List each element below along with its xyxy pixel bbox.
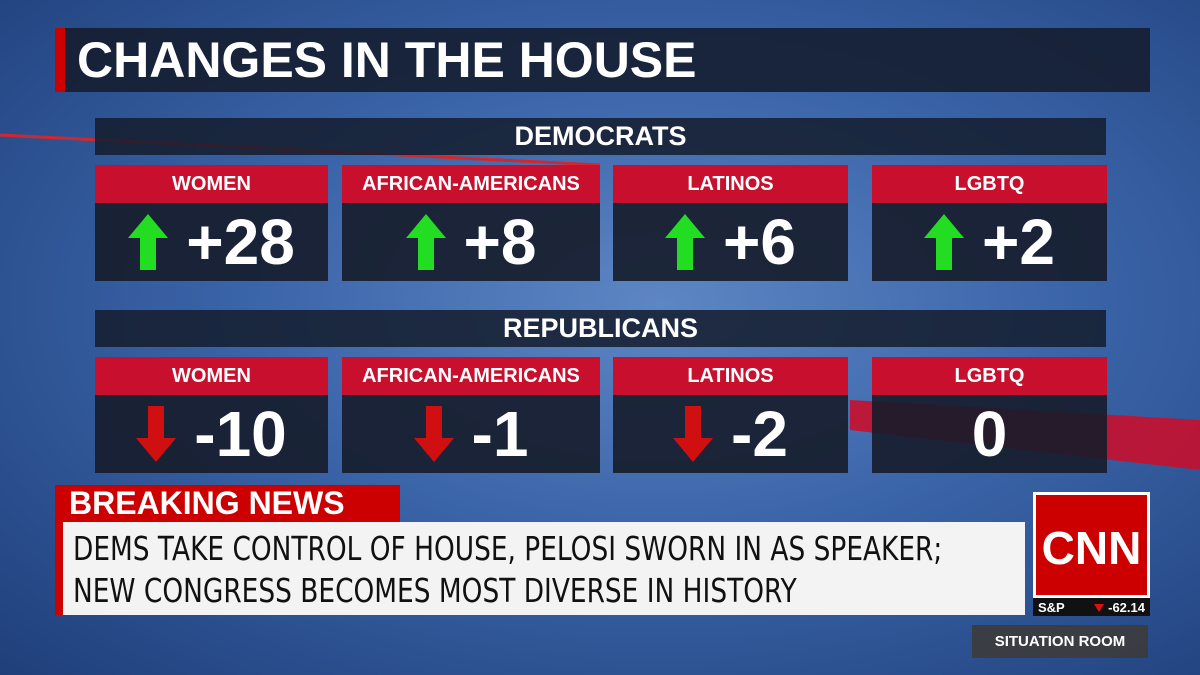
arrow-shape <box>924 214 965 270</box>
headline-line: NEW CONGRESS BECOMES MOST DIVERSE IN HIS… <box>73 571 797 610</box>
breaking-label: BREAKING NEWS <box>55 485 400 522</box>
arrow <box>673 406 714 462</box>
title: CHANGES IN THE HOUSE <box>55 28 1150 92</box>
card-body: +2 <box>872 203 1107 281</box>
logo: CNN <box>1033 492 1150 598</box>
arrow-shape <box>665 214 706 270</box>
card-label: WOMEN <box>95 165 328 203</box>
card-label: LGBTQ <box>872 357 1107 395</box>
stat-card: AFRICAN-AMERICANS +8 <box>342 165 600 281</box>
arrow-shape <box>128 214 169 270</box>
card-value: -2 <box>731 398 788 470</box>
stat-card: LGBTQ 0 <box>872 357 1107 473</box>
stat-card: LATINOS +6 <box>613 165 848 281</box>
card-body: +6 <box>613 203 848 281</box>
card-body: -2 <box>613 395 848 473</box>
arrow <box>413 406 454 462</box>
stat-card: LGBTQ +2 <box>872 165 1107 281</box>
arrow-shape <box>413 406 454 462</box>
stat-card: AFRICAN-AMERICANS -1 <box>342 357 600 473</box>
ticker-label: S&P <box>1038 599 1065 615</box>
card-label: AFRICAN-AMERICANS <box>342 165 600 203</box>
card-body: +28 <box>95 203 328 281</box>
card-value: -1 <box>471 398 529 470</box>
card-value: 0 <box>971 398 1008 470</box>
headline: DEMS TAKE CONTROL OF HOUSE, PELOSI SWORN… <box>55 522 1025 615</box>
ticker-value-wrap: -62.14 <box>1094 600 1145 615</box>
card-body: 0 <box>872 395 1107 473</box>
stat-card: WOMEN -10 <box>95 357 328 473</box>
stat-card: WOMEN +28 <box>95 165 328 281</box>
card-label: LATINOS <box>613 357 848 395</box>
ticker-value: -62.14 <box>1108 599 1145 615</box>
card-label: AFRICAN-AMERICANS <box>342 357 600 395</box>
card-value: +6 <box>723 206 796 278</box>
ticker: S&P -62.14 <box>1033 598 1150 616</box>
card-value: -10 <box>194 398 287 470</box>
arrow <box>405 214 446 270</box>
arrow-shape <box>673 406 714 462</box>
ticker-arrow <box>1094 603 1105 612</box>
show-name: SITUATION ROOM <box>972 625 1148 658</box>
card-label: LATINOS <box>613 165 848 203</box>
ticker-arrow-shape <box>1094 603 1105 612</box>
arrow-shape <box>136 406 177 462</box>
arrow <box>924 214 965 270</box>
card-body: +8 <box>342 203 600 281</box>
card-value: +8 <box>463 206 537 278</box>
arrow <box>136 406 177 462</box>
headline-line: DEMS TAKE CONTROL OF HOUSE, PELOSI SWORN… <box>73 529 943 568</box>
group-header: REPUBLICANS <box>95 310 1106 347</box>
arrow <box>665 214 706 270</box>
arrow <box>128 214 169 270</box>
stat-card: LATINOS -2 <box>613 357 848 473</box>
card-body: -10 <box>95 395 328 473</box>
card-value: +28 <box>186 206 295 278</box>
group-header: DEMOCRATS <box>95 118 1106 155</box>
card-value: +2 <box>982 206 1055 278</box>
arrow-shape <box>405 214 446 270</box>
card-body: -1 <box>342 395 600 473</box>
card-label: WOMEN <box>95 357 328 395</box>
card-label: LGBTQ <box>872 165 1107 203</box>
